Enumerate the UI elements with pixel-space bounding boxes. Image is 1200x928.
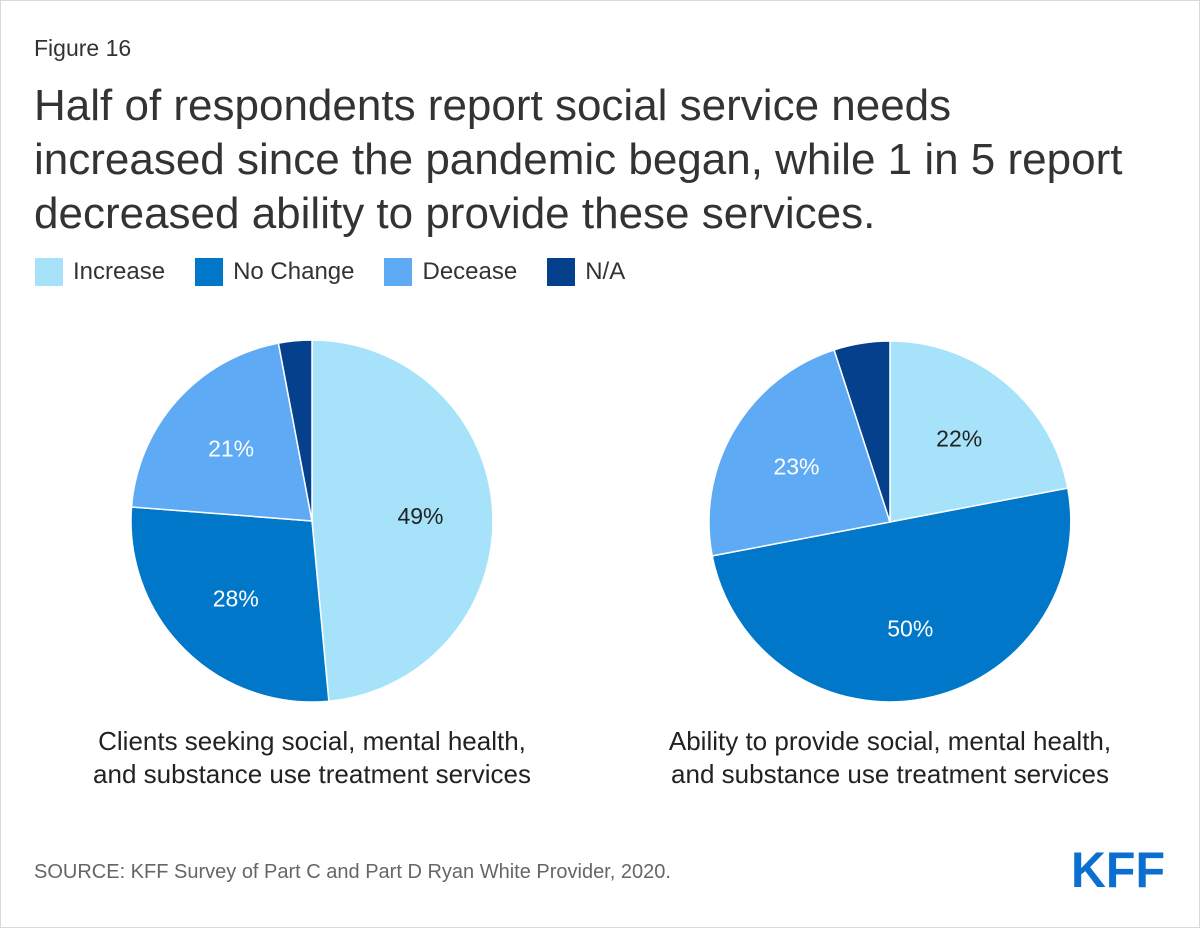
kff-logo: KFF bbox=[1071, 847, 1165, 891]
data-label-decease: 23% bbox=[773, 454, 819, 480]
pie-chart-ability-to-provide: 22% 50% 23% bbox=[708, 340, 1072, 703]
data-label-no-change: 50% bbox=[887, 616, 933, 642]
legend-label-decease: Decease bbox=[422, 258, 518, 285]
pie-slice-n-a bbox=[833, 340, 891, 523]
pie-slice-decease bbox=[708, 348, 891, 557]
pie-slice-no-change bbox=[130, 506, 330, 703]
pie-chart-clients-seeking: 49% 28% 21% bbox=[130, 339, 494, 703]
pie-caption-line: and substance use treatment services bbox=[671, 759, 1109, 789]
legend-swatch-no-change bbox=[195, 258, 224, 286]
legend-item-decease: Decease bbox=[384, 258, 517, 286]
legend-swatch-increase bbox=[35, 258, 63, 286]
kff-logo-text: KFF bbox=[1071, 847, 1165, 891]
legend-swatch-decease bbox=[384, 258, 413, 286]
source-note: SOURCE: KFF Survey of Part C and Part D … bbox=[34, 861, 671, 883]
pie-slice-n-a bbox=[277, 339, 313, 522]
legend-item-na: N/A bbox=[547, 258, 625, 286]
pie-caption-line: Clients seeking social, mental health, bbox=[98, 726, 526, 756]
pie-slice-increase bbox=[311, 339, 494, 703]
pie-caption-clients-seeking: Clients seeking social, mental health, a… bbox=[52, 725, 572, 791]
pie-caption-line: and substance use treatment services bbox=[93, 759, 531, 789]
pie-caption-ability-to-provide: Ability to provide social, mental health… bbox=[630, 725, 1150, 791]
data-label-increase: 49% bbox=[397, 503, 443, 529]
pie-caption-line: Ability to provide social, mental health… bbox=[668, 726, 1112, 756]
legend-swatch-na bbox=[547, 258, 576, 286]
data-label-increase: 22% bbox=[936, 425, 982, 451]
legend-item-no-change: No Change bbox=[195, 258, 354, 286]
figure-label: Figure 16 bbox=[34, 35, 132, 61]
chart-title: Half of respondents report social servic… bbox=[34, 81, 1123, 238]
legend: Increase No Change Decease N/A bbox=[35, 258, 655, 286]
data-label-no-change: 28% bbox=[213, 585, 259, 611]
pie-slice-decease bbox=[130, 342, 313, 522]
pie-slice-increase bbox=[889, 340, 1069, 523]
data-label-decease: 21% bbox=[208, 436, 254, 462]
legend-item-increase: Increase bbox=[35, 258, 165, 286]
legend-label-na: N/A bbox=[585, 258, 626, 285]
pie-slice-no-change bbox=[711, 487, 1072, 703]
legend-label-increase: Increase bbox=[73, 258, 166, 285]
legend-label-no-change: No Change bbox=[233, 258, 355, 285]
